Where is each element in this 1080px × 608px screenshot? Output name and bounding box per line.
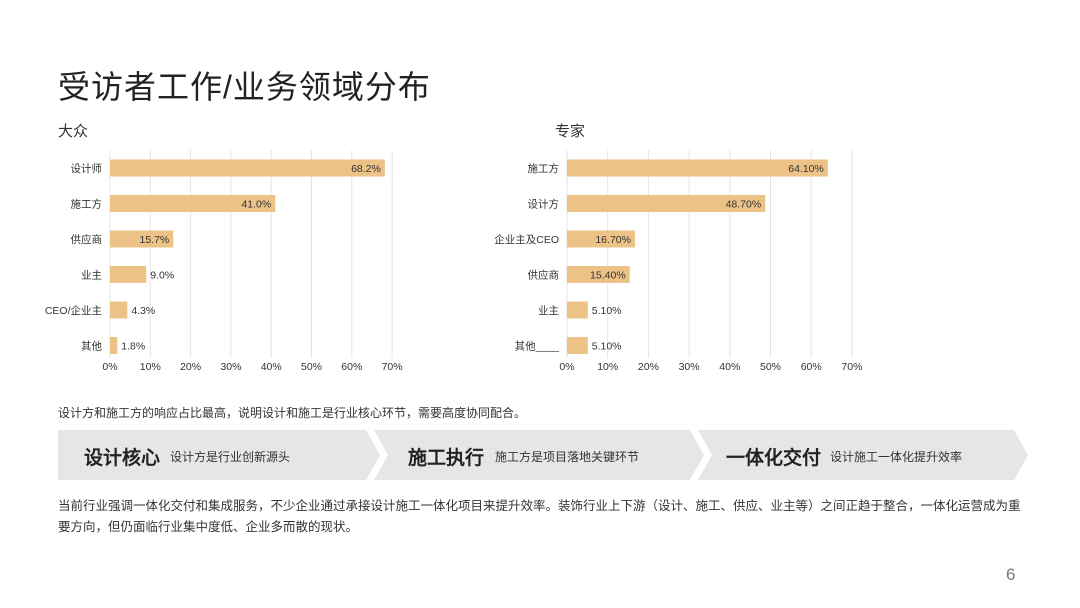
data-label: 68.2%	[351, 163, 381, 175]
chart-note: 设计方和施工方的响应占比最高，说明设计和施工是行业核心环节，需要高度协同配合。	[58, 406, 527, 420]
category-label: 业主	[81, 270, 102, 282]
bar	[567, 230, 635, 248]
x-tick-label: 60%	[341, 361, 362, 373]
data-label: 1.8%	[121, 341, 145, 353]
bar	[110, 159, 385, 177]
step-title: 一体化交付	[726, 448, 822, 469]
data-label: 16.70%	[595, 234, 631, 246]
expert-bar-chart: 0% 10% 20% 30% 40% 50% 60% 70% 施工方 64.10% 设计方 48.70…	[494, 150, 862, 373]
bar	[110, 301, 128, 319]
page-title: 受访者工作/业务领域分布	[58, 69, 431, 105]
category-label: 供应商	[528, 269, 560, 282]
x-tick-label: 40%	[719, 361, 740, 373]
category-label: 业主	[538, 305, 559, 317]
data-label: 9.0%	[150, 270, 174, 282]
x-tick-label: 50%	[301, 361, 322, 373]
data-label: 4.3%	[131, 305, 155, 317]
x-tick-label: 70%	[382, 361, 403, 373]
bar	[110, 195, 276, 212]
step-design: 设计核心 设计方是行业创新源头	[58, 430, 380, 480]
data-label: 15.40%	[590, 270, 626, 282]
category-label: 施工方	[71, 198, 103, 211]
bar	[567, 159, 828, 177]
step-desc: 设计施工一体化提升效率	[830, 450, 963, 464]
data-label: 48.70%	[726, 199, 762, 211]
x-tick-label: 40%	[261, 361, 282, 373]
x-tick-label: 60%	[801, 361, 822, 373]
x-tick-label: 0%	[102, 361, 117, 373]
category-label: 企业主及CEO	[494, 233, 559, 246]
category-label: 供应商	[71, 233, 103, 246]
chart-title-public: 大众	[58, 123, 89, 140]
bar	[567, 266, 630, 283]
step-desc: 施工方是项目落地关键环节	[495, 450, 640, 464]
category-label: 其他____	[515, 340, 560, 353]
bar	[567, 301, 588, 319]
bar	[567, 337, 588, 354]
category-label: 施工方	[528, 162, 560, 175]
data-label: 5.10%	[592, 305, 622, 317]
data-label: 15.7%	[139, 234, 169, 246]
x-tick-label: 30%	[679, 361, 700, 373]
data-label: 41.0%	[241, 199, 271, 211]
category-label: 设计方	[528, 198, 560, 211]
step-title: 设计核心	[84, 448, 161, 469]
category-label: CEO/企业主	[45, 304, 102, 317]
bar	[110, 266, 147, 283]
bar	[110, 337, 118, 354]
x-tick-label: 30%	[220, 361, 241, 373]
bar	[567, 195, 766, 212]
x-tick-label: 50%	[760, 361, 781, 373]
x-tick-label: 20%	[180, 361, 201, 373]
step-title: 施工执行	[408, 448, 485, 469]
x-tick-label: 10%	[140, 361, 161, 373]
category-label: 设计师	[71, 162, 103, 175]
data-label: 5.10%	[592, 341, 622, 353]
step-integration: 一体化交付 设计施工一体化提升效率	[698, 430, 1028, 480]
x-tick-label: 70%	[841, 361, 862, 373]
x-tick-label: 20%	[638, 361, 659, 373]
x-tick-label: 0%	[559, 361, 574, 373]
public-bar-chart: 0% 10% 20% 30% 40% 50% 60% 70% 设计师 68.2% 施工方 41.0% 供…	[45, 150, 403, 373]
bar	[110, 230, 174, 248]
x-tick-label: 10%	[597, 361, 618, 373]
step-desc: 设计方是行业创新源头	[170, 450, 291, 464]
summary-paragraph: 当前行业强调一体化交付和集成服务，不少企业通过承接设计施工一体化项目来提升效率。…	[58, 499, 1021, 534]
chart-title-expert: 专家	[555, 123, 586, 140]
step-construction: 施工执行 施工方是项目落地关键环节	[374, 430, 704, 480]
category-label: 其他	[81, 340, 102, 353]
process-band: 设计核心 设计方是行业创新源头 施工执行 施工方是项目落地关键环节 一体化交付 …	[58, 430, 1028, 480]
data-label: 64.10%	[788, 163, 824, 175]
page-number: 6	[1006, 565, 1016, 584]
